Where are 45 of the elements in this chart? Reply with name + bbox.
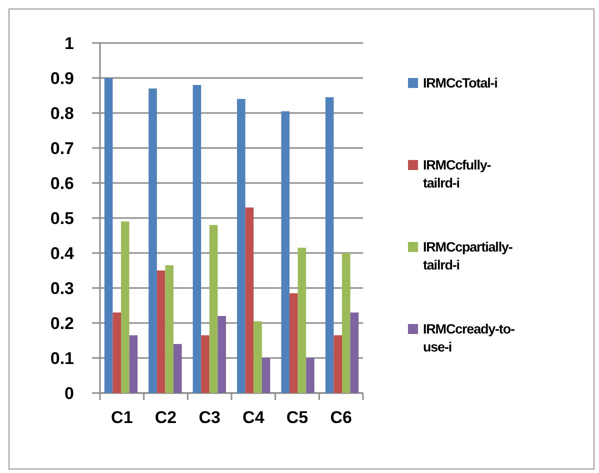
y-tick-label: 0.8	[50, 104, 74, 123]
bar	[104, 78, 113, 393]
bar	[237, 99, 246, 393]
bar	[201, 335, 210, 393]
legend-label: IRMCcfully-tailrd-i	[423, 158, 491, 190]
bar	[306, 358, 314, 393]
bar	[342, 253, 350, 393]
x-tick-label: C1	[111, 408, 133, 427]
bar	[129, 335, 138, 393]
y-tick-label: 0.7	[50, 138, 74, 158]
bar	[325, 97, 334, 393]
x-tick-label: C6	[330, 408, 352, 427]
bar	[218, 316, 226, 393]
bar	[298, 248, 306, 393]
bar	[156, 270, 166, 393]
bar	[281, 111, 290, 393]
bar	[148, 88, 157, 393]
bar	[350, 312, 359, 393]
y-tick-label: 1	[64, 34, 74, 53]
y-tick-label: 0.5	[50, 208, 74, 228]
x-tick-label: C4	[242, 408, 265, 427]
y-tick-label: 0.4	[50, 244, 75, 263]
bar	[112, 312, 121, 393]
y-tick-label: 0.3	[50, 278, 74, 298]
x-tick-label: C2	[154, 408, 177, 427]
bar	[165, 265, 174, 393]
y-tick-label: 0.2	[50, 314, 74, 333]
y-tick-label: 0	[64, 384, 74, 403]
y-tick-label: 0.6	[50, 174, 74, 193]
bar	[254, 321, 262, 393]
bar	[173, 344, 182, 393]
legend-label: IRMCcready-to-use-i	[423, 322, 514, 354]
bar	[120, 222, 130, 393]
y-tick-label: 0.1	[50, 348, 74, 368]
bar	[290, 293, 298, 393]
x-tick-label: C5	[286, 408, 308, 427]
bar	[334, 335, 342, 393]
legend-label: IRMCcpartially-tailrd-i	[423, 240, 512, 272]
x-tick-label: C3	[198, 408, 220, 427]
bar	[192, 85, 202, 393]
y-tick-label: 0.9	[50, 68, 74, 88]
bar	[245, 208, 254, 393]
bar	[209, 225, 218, 393]
legend-label: IRMCcTotal-i	[423, 76, 498, 91]
bar	[262, 358, 270, 393]
